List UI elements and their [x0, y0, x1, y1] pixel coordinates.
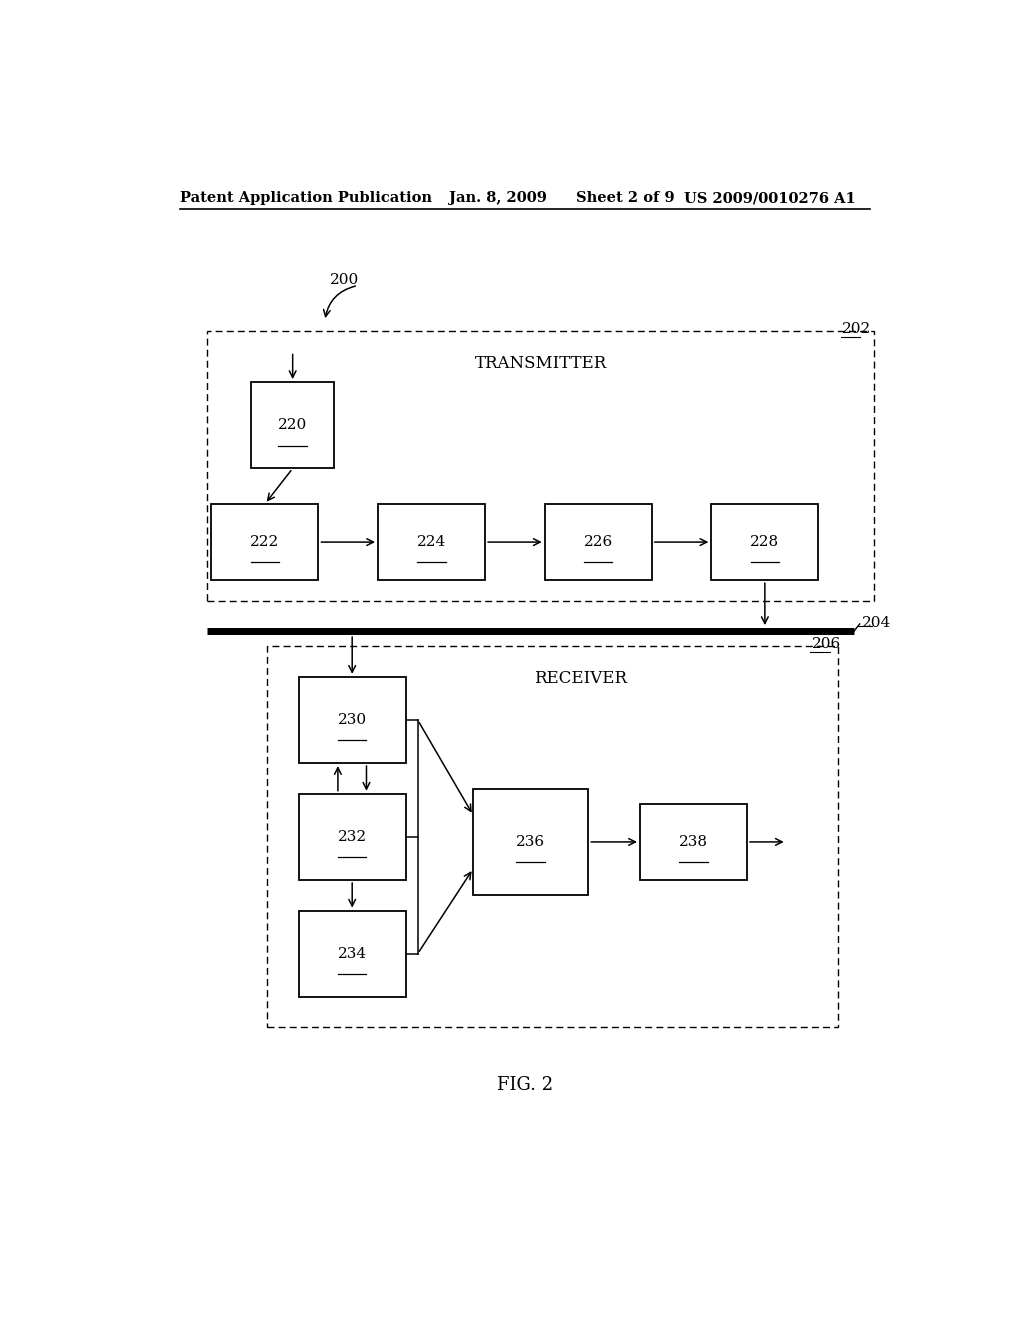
- Bar: [211, 504, 318, 581]
- Text: 220: 220: [279, 418, 307, 432]
- Bar: [545, 504, 652, 581]
- Text: Sheet 2 of 9: Sheet 2 of 9: [577, 191, 675, 205]
- Text: 204: 204: [862, 616, 891, 630]
- Bar: [378, 504, 485, 581]
- Text: 236: 236: [516, 836, 546, 849]
- Text: FIG. 2: FIG. 2: [497, 1076, 553, 1094]
- Text: 226: 226: [584, 535, 612, 549]
- Bar: [207, 331, 874, 601]
- Text: 222: 222: [250, 535, 280, 549]
- Text: 200: 200: [331, 273, 359, 288]
- Bar: [267, 647, 839, 1027]
- Bar: [299, 677, 406, 763]
- Text: TRANSMITTER: TRANSMITTER: [474, 355, 607, 372]
- Bar: [640, 804, 748, 880]
- Text: Jan. 8, 2009: Jan. 8, 2009: [450, 191, 547, 205]
- Text: 206: 206: [812, 638, 842, 651]
- Bar: [712, 504, 818, 581]
- Text: 234: 234: [338, 946, 367, 961]
- Text: US 2009/0010276 A1: US 2009/0010276 A1: [684, 191, 855, 205]
- Text: 230: 230: [338, 713, 367, 727]
- Text: 232: 232: [338, 830, 367, 843]
- Bar: [251, 381, 334, 469]
- Text: 228: 228: [751, 535, 779, 549]
- Text: 238: 238: [679, 836, 708, 849]
- Text: 202: 202: [842, 322, 871, 337]
- Text: 224: 224: [417, 535, 446, 549]
- Bar: [299, 793, 406, 880]
- Bar: [473, 788, 588, 895]
- Text: Patent Application Publication: Patent Application Publication: [179, 191, 431, 205]
- Text: RECEIVER: RECEIVER: [534, 671, 627, 688]
- Bar: [299, 911, 406, 997]
